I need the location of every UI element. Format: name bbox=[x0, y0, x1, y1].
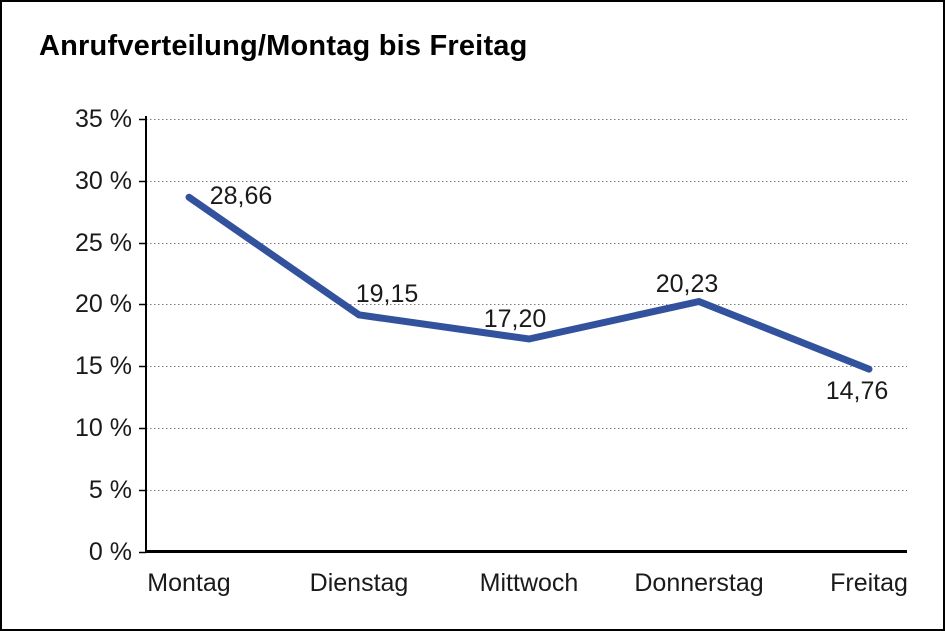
y-axis-tick-label: 20 % bbox=[75, 290, 132, 319]
y-axis-tick-label: 30 % bbox=[75, 166, 132, 195]
chart-title: Anrufverteilung/Montag bis Freitag bbox=[39, 30, 528, 62]
x-axis-category-label: Donnerstag bbox=[634, 569, 764, 597]
y-axis-tick-label: 25 % bbox=[75, 228, 132, 257]
y-axis-tick-label: 15 % bbox=[75, 352, 132, 381]
gridlines bbox=[146, 119, 907, 491]
y-axis-tick-label: 5 % bbox=[88, 475, 132, 504]
axes bbox=[139, 116, 907, 554]
data-point-label: 20,23 bbox=[655, 269, 719, 298]
data-point-label: 14,76 bbox=[825, 377, 889, 406]
y-axis-tick-label: 10 % bbox=[75, 413, 132, 442]
x-axis-category-label: Montag bbox=[147, 569, 231, 597]
data-point-label: 19,15 bbox=[355, 279, 419, 308]
data-point-label: 28,66 bbox=[209, 182, 273, 211]
y-axis-tick-label: 0 % bbox=[88, 537, 132, 566]
series-line bbox=[185, 193, 873, 373]
x-axis-category-label: Mittwoch bbox=[479, 569, 579, 597]
y-axis-tick-label: 35 % bbox=[75, 105, 132, 133]
x-axis-category-label: Freitag bbox=[830, 569, 908, 597]
series-polyline bbox=[185, 193, 873, 373]
x-axis-category-label: Dienstag bbox=[309, 569, 409, 597]
data-point-label: 17,20 bbox=[483, 304, 547, 333]
